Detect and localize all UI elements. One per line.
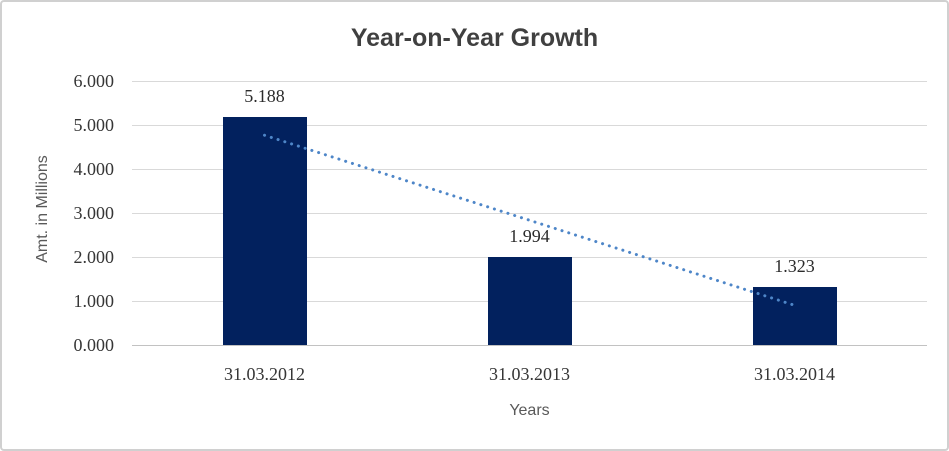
y-tick-label: 5.000 — [73, 115, 115, 135]
bar — [487, 257, 572, 345]
y-tick-label: 2.000 — [73, 247, 115, 267]
gridline — [132, 124, 927, 126]
y-tick-label: 3.000 — [73, 203, 115, 223]
x-tick-label: 31.03.2012 — [224, 364, 305, 384]
gridline — [132, 256, 927, 258]
gridline — [132, 168, 927, 170]
x-tick-label: 31.03.2013 — [489, 364, 570, 384]
bar-value-label: 1.994 — [509, 226, 550, 247]
trendline-dotted-line — [263, 133, 796, 307]
bar — [752, 286, 837, 345]
y-tick-label: 4.000 — [73, 159, 115, 179]
y-tick-label: 6.000 — [73, 71, 115, 91]
y-tick-label: 0.000 — [73, 335, 115, 355]
gridline — [132, 80, 927, 82]
bar-value-label: 1.323 — [774, 255, 815, 276]
x-tick-label: 31.03.2014 — [754, 364, 835, 384]
plot-area: 5.188 1.994 1.323 — [132, 80, 927, 346]
x-axis-title: Years — [509, 402, 550, 419]
gridline — [132, 212, 927, 214]
bar — [222, 116, 307, 345]
y-tick-label: 1.000 — [73, 291, 115, 311]
trendline — [263, 133, 796, 307]
bar-value-label: 5.188 — [244, 85, 285, 106]
chart-title: Year-on-Year Growth — [350, 24, 599, 52]
gridline — [132, 344, 927, 346]
